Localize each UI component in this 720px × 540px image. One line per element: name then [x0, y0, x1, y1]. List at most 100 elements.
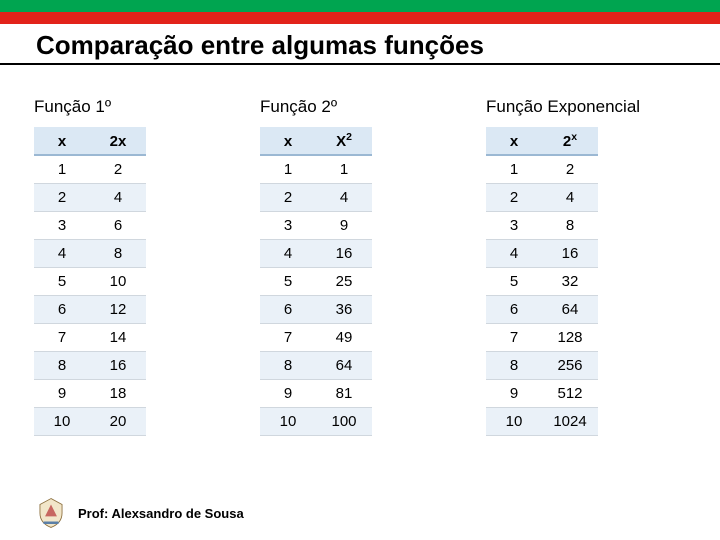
tables-row: Função 1º x 2x 1224364851061271481691810… — [0, 65, 720, 436]
table-row: 981 — [260, 380, 372, 408]
table-cell: 5 — [260, 268, 316, 296]
table-row: 1020 — [34, 408, 146, 436]
table-cell: 20 — [90, 408, 146, 436]
table-row: 39 — [260, 212, 372, 240]
table-cell: 9 — [316, 212, 372, 240]
table-cell: 36 — [316, 296, 372, 324]
table-cell: 25 — [316, 268, 372, 296]
table-row: 36 — [34, 212, 146, 240]
table-row: 24 — [486, 184, 598, 212]
table-row: 38 — [486, 212, 598, 240]
table-row: 612 — [34, 296, 146, 324]
table-cell: 5 — [34, 268, 90, 296]
table-cell: 16 — [542, 240, 598, 268]
table-cell: 4 — [34, 240, 90, 268]
table-cell: 2 — [542, 156, 598, 184]
table-quadratic: x X2 11243941652563674986498110100 — [260, 127, 372, 436]
table-cell: 4 — [90, 184, 146, 212]
table-cell: 3 — [34, 212, 90, 240]
table-cell: 4 — [316, 184, 372, 212]
table-cell: 6 — [260, 296, 316, 324]
table-cell: 1024 — [542, 408, 598, 436]
table-cell: 10 — [34, 408, 90, 436]
table-row: 48 — [34, 240, 146, 268]
table-cell: 7 — [260, 324, 316, 352]
table-cell: 2 — [34, 184, 90, 212]
table-cell: 128 — [542, 324, 598, 352]
table-cell: 8 — [34, 352, 90, 380]
table-cell: 5 — [486, 268, 542, 296]
table-row: 636 — [260, 296, 372, 324]
table-cell: 8 — [542, 212, 598, 240]
table-row: 525 — [260, 268, 372, 296]
col-linear-heading: Função 1º — [34, 77, 111, 117]
table-cell: 8 — [486, 352, 542, 380]
table-cell: 14 — [90, 324, 146, 352]
table-cell: 8 — [260, 352, 316, 380]
col-linear: Função 1º x 2x 1224364851061271481691810… — [34, 77, 234, 436]
table-cell: 12 — [90, 296, 146, 324]
th: 2x — [542, 127, 598, 156]
table-cell: 9 — [260, 380, 316, 408]
table-cell: 64 — [542, 296, 598, 324]
table-row: 9512 — [486, 380, 598, 408]
table-cell: 512 — [542, 380, 598, 408]
table-row: 10100 — [260, 408, 372, 436]
col-quadratic: Função 2º x X2 1124394165256367498649811… — [260, 77, 460, 436]
table-row: 416 — [486, 240, 598, 268]
col-exponential-heading: Função Exponencial — [486, 77, 640, 117]
table-row: 8256 — [486, 352, 598, 380]
table-cell: 100 — [316, 408, 372, 436]
footer-text: Prof: Alexsandro de Sousa — [78, 506, 244, 521]
tbody-quadratic: 11243941652563674986498110100 — [260, 156, 372, 436]
table-cell: 7 — [34, 324, 90, 352]
table-row: 24 — [34, 184, 146, 212]
table-row: 510 — [34, 268, 146, 296]
table-cell: 32 — [542, 268, 598, 296]
table-cell: 1 — [316, 156, 372, 184]
footer: Prof: Alexsandro de Sousa — [34, 496, 244, 530]
table-row: 664 — [486, 296, 598, 324]
table-row: 12 — [34, 156, 146, 184]
tbody-exponential: 122438416532664712882569512101024 — [486, 156, 598, 436]
table-cell: 64 — [316, 352, 372, 380]
th: x — [34, 127, 90, 156]
table-row: 7128 — [486, 324, 598, 352]
table-cell: 18 — [90, 380, 146, 408]
school-logo-icon — [34, 496, 68, 530]
table-cell: 8 — [90, 240, 146, 268]
table-cell: 6 — [34, 296, 90, 324]
table-cell: 3 — [486, 212, 542, 240]
tbody-linear: 122436485106127148169181020 — [34, 156, 146, 436]
table-cell: 2 — [260, 184, 316, 212]
table-cell: 2 — [90, 156, 146, 184]
table-cell: 4 — [260, 240, 316, 268]
table-cell: 1 — [34, 156, 90, 184]
table-row: 532 — [486, 268, 598, 296]
table-cell: 4 — [542, 184, 598, 212]
table-row: 24 — [260, 184, 372, 212]
table-cell: 6 — [90, 212, 146, 240]
table-row: 864 — [260, 352, 372, 380]
table-cell: 256 — [542, 352, 598, 380]
th: 2x — [90, 127, 146, 156]
table-cell: 3 — [260, 212, 316, 240]
table-cell: 9 — [486, 380, 542, 408]
top-stripe-red — [0, 12, 720, 24]
table-cell: 6 — [486, 296, 542, 324]
table-cell: 49 — [316, 324, 372, 352]
table-cell: 16 — [316, 240, 372, 268]
table-cell: 1 — [486, 156, 542, 184]
table-cell: 10 — [486, 408, 542, 436]
table-cell: 7 — [486, 324, 542, 352]
table-exponential: x 2x 122438416532664712882569512101024 — [486, 127, 598, 436]
top-stripe-green — [0, 0, 720, 12]
th: X2 — [316, 127, 372, 156]
table-row: 714 — [34, 324, 146, 352]
th: x — [486, 127, 542, 156]
col-exponential: Função Exponencial x 2x 1224384165326647… — [486, 77, 686, 436]
table-cell: 10 — [90, 268, 146, 296]
page-title: Comparação entre algumas funções — [0, 24, 720, 65]
table-row: 416 — [260, 240, 372, 268]
table-row: 101024 — [486, 408, 598, 436]
